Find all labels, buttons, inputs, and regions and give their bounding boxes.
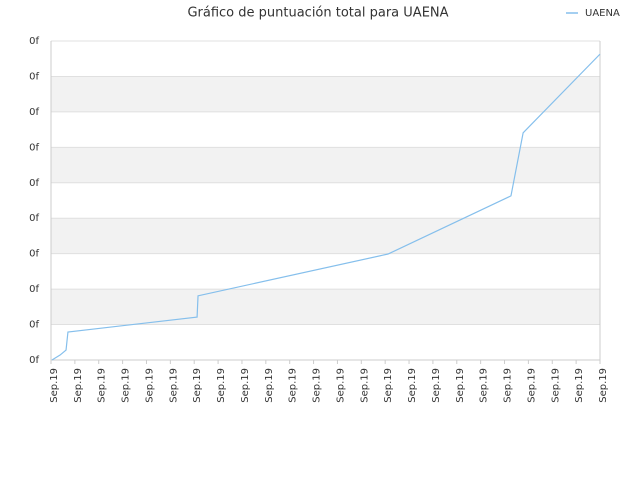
y-tick-label: 0f	[29, 178, 39, 189]
grid-band	[51, 147, 600, 183]
grid-band	[51, 218, 600, 254]
y-tick-label: 0f	[29, 107, 39, 118]
legend-label: UAENA	[585, 8, 620, 19]
y-tick-label: 0f	[29, 284, 39, 295]
y-tick-label: 0f	[29, 355, 39, 366]
x-tick-label: Sep.19	[407, 368, 418, 403]
x-tick-label: Sep.19	[264, 368, 275, 403]
chart-title: Gráfico de puntuación total para UAENA	[187, 6, 448, 21]
y-tick-label: 0f	[29, 142, 39, 153]
x-tick-label: Sep.19	[335, 368, 346, 403]
x-tick-label: Sep.19	[216, 368, 227, 403]
y-tick-label: 0f	[29, 320, 39, 331]
x-tick-label: Sep.19	[479, 368, 490, 403]
x-tick-label: Sep.19	[550, 368, 561, 403]
x-tick-label: Sep.19	[49, 368, 60, 403]
x-tick-label: Sep.19	[359, 368, 370, 403]
x-tick-label: Sep.19	[73, 368, 84, 403]
x-tick-label: Sep.19	[598, 368, 609, 403]
x-tick-label: Sep.19	[192, 368, 203, 403]
y-tick-label: 0f	[29, 71, 39, 82]
x-tick-label: Sep.19	[574, 368, 585, 403]
x-tick-label: Sep.19	[503, 368, 514, 403]
data-line	[51, 53, 601, 361]
y-tick-label: 0f	[29, 249, 39, 260]
x-tick-label: Sep.19	[455, 368, 466, 403]
x-tick-label: Sep.19	[97, 368, 108, 403]
x-tick-label: Sep.19	[312, 368, 323, 403]
y-tick-label: 0f	[29, 36, 39, 47]
x-tick-label: Sep.19	[431, 368, 442, 403]
x-tick-label: Sep.19	[168, 368, 179, 403]
grid-band	[51, 289, 600, 325]
x-tick-label: Sep.19	[240, 368, 251, 403]
grid-band	[51, 76, 600, 112]
x-tick-label: Sep.19	[526, 368, 537, 403]
x-tick-label: Sep.19	[288, 368, 299, 403]
x-tick-label: Sep.19	[121, 368, 132, 403]
y-tick-label: 0f	[29, 213, 39, 224]
x-tick-label: Sep.19	[383, 368, 394, 403]
x-tick-label: Sep.19	[144, 368, 155, 403]
